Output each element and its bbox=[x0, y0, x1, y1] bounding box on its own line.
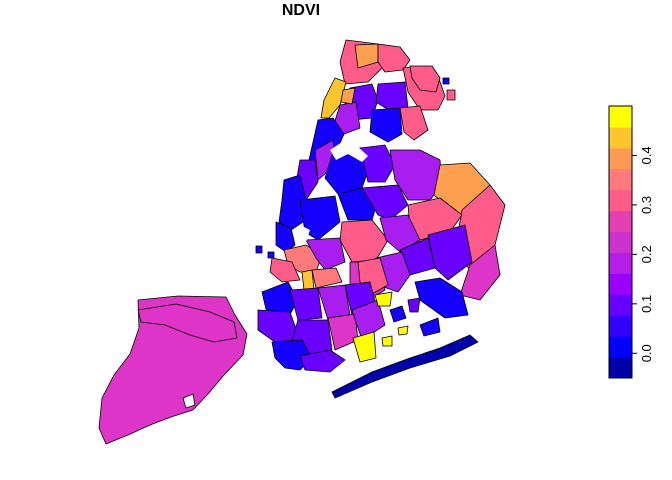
brooklyn-yellow-small bbox=[374, 291, 393, 307]
harlem-channel bbox=[296, 225, 310, 242]
brooklyn-yellow-large bbox=[352, 331, 377, 363]
queens-mid-pink bbox=[339, 219, 389, 263]
bay-island-yellow-2 bbox=[397, 325, 409, 336]
legend-band bbox=[609, 106, 632, 128]
map-title: NDVI bbox=[281, 2, 321, 19]
manhattan-mid bbox=[278, 174, 307, 231]
queens-central-3 bbox=[299, 195, 341, 241]
island-small-4 bbox=[446, 89, 456, 101]
queens-east-violet bbox=[427, 224, 473, 281]
legend-band bbox=[609, 273, 632, 295]
legend-band bbox=[609, 357, 632, 379]
bronx-ne bbox=[409, 65, 441, 93]
island-small-2 bbox=[267, 251, 275, 259]
queens-east-2 bbox=[459, 244, 501, 301]
bay-island-3 bbox=[419, 317, 441, 337]
brooklyn-coney bbox=[299, 349, 346, 373]
color-legend: 0.0 0.1 0.2 0.3 0.4 bbox=[608, 105, 654, 379]
legend-band bbox=[609, 210, 632, 233]
brooklyn-pink-1 bbox=[269, 257, 301, 283]
legend-border bbox=[608, 105, 633, 379]
legend-band bbox=[609, 168, 632, 191]
brooklyn-central-2 bbox=[317, 284, 351, 321]
brooklyn-south-3 bbox=[351, 299, 386, 341]
brooklyn-central-1 bbox=[289, 287, 323, 321]
bronx-small-orange bbox=[340, 87, 356, 105]
legend-tick-label: 0.3 bbox=[639, 196, 654, 214]
staten-island-white-patch bbox=[182, 393, 196, 409]
east-river-channel bbox=[330, 140, 368, 162]
legend-band bbox=[609, 189, 632, 212]
brooklyn-north-purple bbox=[305, 237, 346, 271]
legend-band bbox=[609, 147, 632, 170]
island-small-1 bbox=[255, 245, 263, 254]
legend-band bbox=[609, 294, 632, 316]
legend-tick-label: 0.2 bbox=[639, 245, 654, 263]
bronx-south-2 bbox=[369, 107, 403, 143]
legend-tick-label: 0.1 bbox=[639, 295, 654, 313]
bay-island-1 bbox=[389, 305, 407, 323]
legend-band bbox=[609, 126, 632, 149]
island-small-3 bbox=[442, 77, 450, 85]
legend-band bbox=[609, 252, 632, 274]
queens-central-2 bbox=[361, 184, 409, 221]
legend-tick-label: 0.4 bbox=[639, 146, 654, 164]
legend-band bbox=[609, 231, 632, 253]
legend-band bbox=[609, 336, 632, 358]
legend-tick-label: 0.0 bbox=[639, 344, 654, 362]
bronx-north bbox=[377, 43, 411, 73]
bronx-west-gold bbox=[320, 77, 347, 119]
bay-island-2 bbox=[407, 297, 421, 313]
bay-island-yellow-1 bbox=[381, 335, 393, 347]
queens-n1 bbox=[359, 144, 396, 183]
brooklyn-salmon-2 bbox=[311, 267, 343, 289]
queens-jfk bbox=[414, 277, 469, 319]
rockaway-peninsula bbox=[331, 334, 479, 399]
bronx-south bbox=[399, 105, 429, 141]
brooklyn-gold bbox=[301, 269, 315, 291]
brooklyn-south-2 bbox=[327, 313, 359, 351]
legend-band bbox=[609, 315, 632, 337]
staten-island-north bbox=[137, 303, 238, 343]
